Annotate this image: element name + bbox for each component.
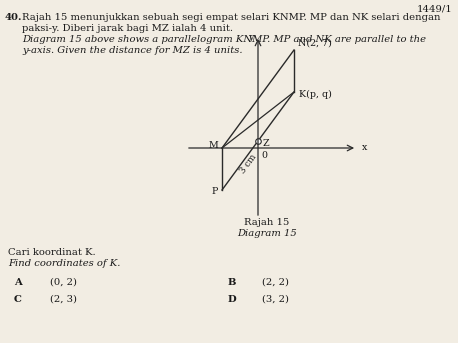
Text: (0, 2): (0, 2) bbox=[50, 278, 77, 287]
Text: N(2, 7): N(2, 7) bbox=[298, 39, 332, 48]
Text: M: M bbox=[208, 142, 218, 151]
Text: K(p, q): K(p, q) bbox=[299, 90, 332, 98]
Text: Diagram 15 above shows a parallelogram KNMP. MP and NK are parallel to the: Diagram 15 above shows a parallelogram K… bbox=[22, 35, 426, 44]
Text: paksi-y. Diberi jarak bagi MZ ialah 4 unit.: paksi-y. Diberi jarak bagi MZ ialah 4 un… bbox=[22, 24, 233, 33]
Text: C: C bbox=[14, 295, 22, 304]
Text: Diagram 15: Diagram 15 bbox=[237, 229, 297, 238]
Text: (2, 3): (2, 3) bbox=[50, 295, 77, 304]
Text: B: B bbox=[228, 278, 236, 287]
Text: Rajah 15 menunjukkan sebuah segi empat selari KNMP. MP dan NK selari dengan: Rajah 15 menunjukkan sebuah segi empat s… bbox=[22, 13, 441, 22]
Text: 1449/1: 1449/1 bbox=[416, 5, 452, 14]
Text: Find coordinates of K.: Find coordinates of K. bbox=[8, 259, 120, 268]
Text: Rajah 15: Rajah 15 bbox=[244, 218, 290, 227]
Text: 40.: 40. bbox=[5, 13, 22, 22]
Text: y: y bbox=[248, 34, 254, 43]
Text: Z: Z bbox=[263, 139, 270, 147]
Text: x: x bbox=[362, 143, 367, 153]
Text: P: P bbox=[212, 188, 218, 197]
Text: 0: 0 bbox=[261, 151, 267, 159]
Text: (2, 2): (2, 2) bbox=[262, 278, 289, 287]
Text: y-axis. Given the distance for MZ is 4 units.: y-axis. Given the distance for MZ is 4 u… bbox=[22, 46, 242, 55]
Text: (3, 2): (3, 2) bbox=[262, 295, 289, 304]
Text: D: D bbox=[228, 295, 237, 304]
Text: 3 cm: 3 cm bbox=[238, 152, 258, 175]
Text: A: A bbox=[14, 278, 22, 287]
Text: Cari koordinat K.: Cari koordinat K. bbox=[8, 248, 96, 257]
